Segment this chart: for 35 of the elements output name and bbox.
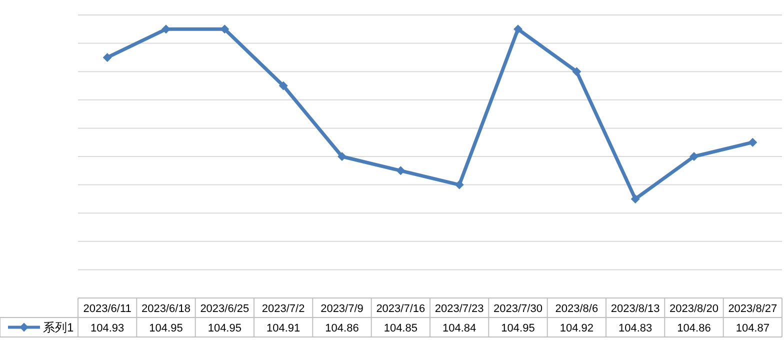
point [572,67,582,76]
point [690,152,698,161]
x-tick-label: 2023/8/13 [610,303,660,315]
x-tick-label: 2023/6/11 [83,303,132,315]
x-tick-label: 2023/7/30 [494,303,542,315]
data-label: 104.95 [208,322,242,334]
point [748,138,758,147]
data-label: 104.91 [266,322,300,334]
data-label: 104.83 [618,322,652,334]
x-tick-label: 2023/7/2 [262,303,305,315]
data-label: 104.95 [501,322,535,334]
data-label: 104.86 [677,322,711,334]
data-label: 104.93 [90,322,124,334]
x-tick-label: 2023/6/18 [142,303,190,315]
x-tick-label: 2023/7/23 [434,303,484,315]
point [102,52,112,62]
x-tick-label: 2023/6/25 [200,303,250,315]
x-tick-label: 2023/8/27 [728,303,778,315]
x-tick-label: 2023/8/20 [670,303,718,315]
point [278,81,288,90]
data-label: 104.87 [736,322,770,334]
point [338,152,346,161]
point [396,166,406,176]
x-tick-label: 2023/7/16 [376,303,426,315]
data-label: 104.85 [384,322,418,334]
data-label: 104.95 [149,322,183,334]
x-tick-label: 2023/7/9 [320,303,364,315]
point [454,180,464,190]
data-label: 104.84 [442,322,476,334]
legend-label: 系列1 [43,320,74,334]
point [514,24,522,34]
x-tick-label: 2023/8/6 [555,303,598,315]
point [630,194,640,204]
data-label: 104.86 [325,322,359,334]
data-label: 104.92 [560,322,594,334]
